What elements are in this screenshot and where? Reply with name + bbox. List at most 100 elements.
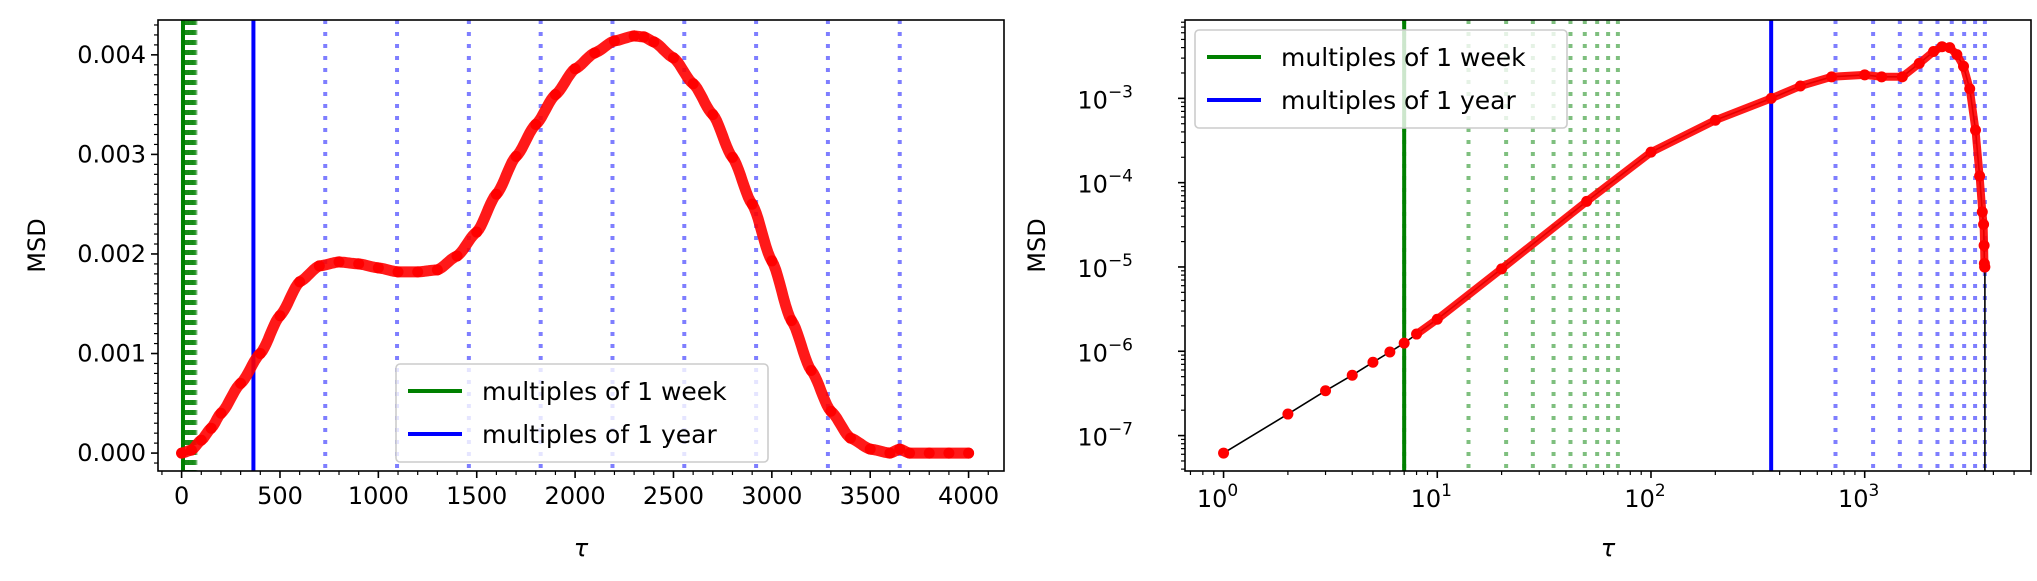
data-point [392,266,404,278]
legend: multiples of 1 week multiples of 1 year [1194,29,1568,129]
chart-1: 0 500 1000 1500 2000 2500 3000 3500 4000 0.000 0.0… [23,19,1005,562]
data-point [549,89,561,101]
data-point [923,447,935,459]
data-point [412,266,424,278]
legend-label: multiples of 1 week [482,377,727,406]
x-tick-label: 500 [257,482,303,510]
y-tick-label: 0.003 [77,140,146,168]
data-point [1765,92,1777,104]
data-point [589,47,601,59]
data-point [274,310,286,322]
data-point [1411,328,1423,340]
data-point [608,35,620,47]
x-tick-label: 3500 [840,482,901,510]
data-point [1645,146,1657,158]
data-point [1367,356,1379,368]
data-point [1964,83,1976,95]
legend-label: multiples of 1 year [1281,86,1516,115]
data-point [1979,261,1991,273]
y-tick-label: 0.001 [77,340,146,368]
data-point [726,151,738,163]
data-point [530,119,542,131]
data-point [1384,346,1396,358]
data-point [195,434,207,446]
data-point [825,405,837,417]
data-point [963,447,975,459]
data-point [176,447,188,459]
legend-label: multiples of 1 year [482,420,717,449]
data-point [471,226,483,238]
data-point [1976,206,1988,218]
data-point [254,348,266,360]
y-axis-label: MSD [1023,218,1051,272]
data-point [1794,80,1806,92]
data-point [845,432,857,444]
data-point [431,264,443,276]
x-tick-label: 3000 [741,482,802,510]
x-tick-label: 0 [174,482,189,510]
x-tick-label: 1500 [446,482,507,510]
data-point [1876,71,1888,83]
y-tick-label: 10−4 [1077,167,1133,199]
data-point [185,444,197,456]
data-point [215,407,227,419]
legend-box [395,363,769,463]
data-point [1826,71,1838,83]
y-tick-label: 10−5 [1077,251,1133,283]
y-tick-label: 0.002 [77,240,146,268]
y-tick-label: 0.000 [77,439,146,467]
data-point [1398,337,1410,349]
x-tick-label: 2000 [545,482,606,510]
data-point [786,315,798,327]
data-point [1346,369,1358,381]
data-point [1896,71,1908,83]
y-axis-label: MSD [23,218,51,272]
data-point [1496,263,1508,275]
data-point [628,30,640,42]
data-point [1320,385,1332,397]
legend: multiples of 1 week multiples of 1 year [395,363,769,463]
legend-box [1194,29,1568,129]
data-point [1581,195,1593,207]
data-point [894,443,906,455]
data-point [1431,313,1443,325]
data-point [1978,239,1990,251]
data-point [1970,124,1982,136]
data-point [1974,170,1986,182]
data-point [1958,60,1970,72]
x-tick-label: 103 [1838,481,1879,513]
y-tick-label: 10−3 [1077,82,1133,114]
plot-area [1218,20,1991,471]
x-tick-label: 101 [1411,481,1452,513]
data-point [1913,57,1925,69]
data-point [805,364,817,376]
data-point [294,276,306,288]
data-point [707,109,719,121]
y-tick-label: 0.004 [77,41,146,69]
data-point [687,78,699,90]
x-tick-label: 2500 [643,482,704,510]
y-tick-label: 10−6 [1077,335,1133,367]
data-point [943,447,955,459]
data-point [648,36,660,48]
x-axis-label: τ [574,534,589,562]
data-point [569,63,581,75]
chart-2: 100 101 102 103 10−7 10−6 10−5 10−4 10−3 τ MSD mult… [1023,19,2032,562]
data-point [510,150,522,162]
x-tick-label: 1000 [348,482,409,510]
legend-label: multiples of 1 week [1281,43,1526,72]
data-point [1282,408,1294,420]
data-point [1709,114,1721,126]
data-point [746,198,758,210]
x-axis-label: τ [1601,534,1616,562]
data-point [1928,45,1940,57]
plot-frame [157,19,1005,472]
data-point [372,262,384,274]
data-point [1859,69,1871,81]
data-point [490,188,502,200]
data-point [353,258,365,270]
data-point [1978,218,1990,230]
data-point [1951,49,1963,61]
data-point [638,31,650,43]
